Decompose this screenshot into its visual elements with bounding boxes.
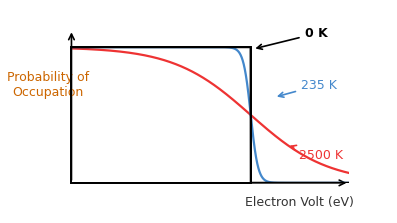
Text: Probability of
Occupation: Probability of Occupation	[7, 71, 89, 99]
Text: 235 K: 235 K	[279, 79, 337, 97]
Text: 2500 K: 2500 K	[291, 145, 343, 162]
Bar	[71, 47, 251, 183]
Text: 0 K: 0 K	[257, 27, 327, 49]
Text: Electron Volt (eV): Electron Volt (eV)	[245, 196, 354, 209]
